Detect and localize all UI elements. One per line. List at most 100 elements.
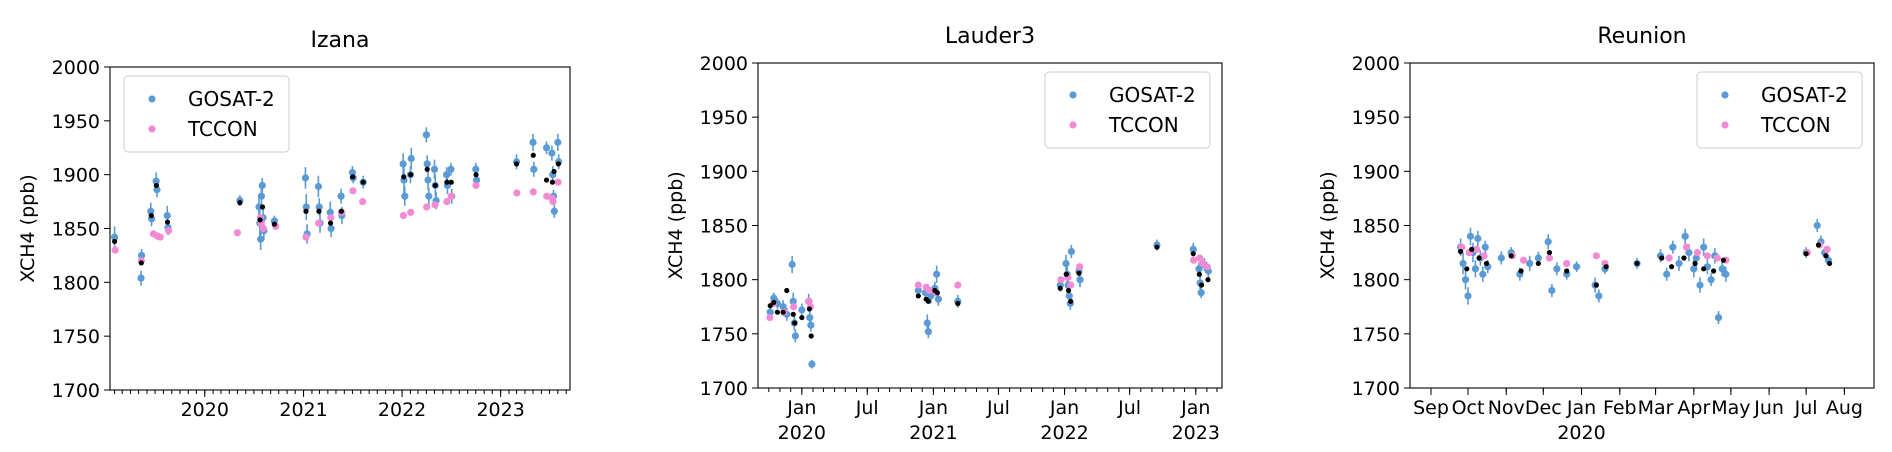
mean-point <box>338 208 344 214</box>
tccon-point <box>1682 243 1691 251</box>
y-tick-label: 2000 <box>1352 53 1400 75</box>
gosat2-point <box>326 208 334 216</box>
y-tick-label: 1850 <box>700 216 748 238</box>
y-tick-label: 1950 <box>52 111 100 133</box>
gosat2-point <box>1718 265 1726 273</box>
tccon-point <box>447 192 455 200</box>
mean-point <box>1190 251 1196 257</box>
mean-point <box>1076 270 1082 276</box>
mean-point <box>111 238 118 245</box>
x-tick-label: Jan <box>1049 397 1079 419</box>
tccon-point <box>1076 263 1084 271</box>
x-tick-label: 2022 <box>378 399 426 421</box>
legend-gosat2-label: GOSAT-2 <box>1761 83 1848 107</box>
tccon-point <box>789 303 798 311</box>
mean-point <box>257 217 263 223</box>
tccon-point <box>443 197 451 206</box>
gosat2-point <box>153 186 161 194</box>
x-tick-label: Feb <box>1603 397 1637 419</box>
mean-point <box>808 333 814 339</box>
gosat2-point <box>152 177 160 185</box>
gosat2-point <box>934 295 943 303</box>
tccon-point <box>1823 245 1831 253</box>
gosat2-point <box>258 181 266 190</box>
legend-gosat2-marker <box>1721 91 1729 99</box>
tccon-point <box>431 201 439 209</box>
x-tick-label: 2023 <box>476 399 524 421</box>
gosat2-point <box>530 165 538 173</box>
y-tick-label: 1800 <box>700 270 748 292</box>
mean-point <box>1603 264 1609 270</box>
mean-point <box>1681 255 1687 261</box>
tccon-point <box>529 188 537 196</box>
mean-point <box>316 208 322 214</box>
tccon-point <box>925 286 933 295</box>
legend-tccon-label: TCCON <box>1760 113 1831 137</box>
tccon-point <box>1519 256 1528 264</box>
mean-point <box>350 174 356 180</box>
x-tick-year-label: 2022 <box>1040 422 1088 444</box>
tccon-point <box>1057 276 1065 284</box>
mean-point <box>784 287 790 294</box>
mean-point <box>1692 260 1698 267</box>
x-tick-label: May <box>1711 397 1750 419</box>
gosat2-point <box>1813 221 1821 230</box>
gosat2-point <box>443 171 451 179</box>
legend-tccon-label: TCCON <box>187 117 258 141</box>
gosat2-point <box>337 192 345 200</box>
mean-point <box>1464 266 1470 272</box>
mean-point <box>424 166 430 172</box>
x-tick-label: Jan <box>1180 397 1210 419</box>
gosat2-point <box>147 207 155 215</box>
gosat2-point <box>430 165 439 173</box>
gosat2-point <box>1479 270 1487 278</box>
mean-point <box>1205 277 1211 283</box>
gosat2-point <box>1534 254 1542 262</box>
gosat2-point <box>423 160 431 168</box>
gosat2-point <box>550 207 558 215</box>
gosat2-point <box>789 297 797 305</box>
y-axis-label: XCH4 (ppb) <box>1317 171 1339 279</box>
gosat2-point <box>1681 232 1689 240</box>
mean-point <box>1710 268 1717 274</box>
legend-gosat2-label: GOSAT-2 <box>188 87 275 111</box>
y-tick-label: 1850 <box>52 219 100 241</box>
mean-point <box>1535 260 1541 267</box>
mean-point <box>767 303 773 309</box>
tccon-point <box>1480 252 1488 260</box>
mean-point <box>792 320 798 326</box>
gosat2-point <box>472 176 481 184</box>
y-tick-label: 1900 <box>1352 161 1400 183</box>
y-axis-label: XCH4 (ppb) <box>17 174 39 282</box>
mean-point <box>1701 266 1707 272</box>
gosat2-point <box>1461 276 1470 284</box>
mean-point <box>1476 255 1482 261</box>
legend-box <box>1696 71 1863 149</box>
mean-point <box>1659 255 1665 261</box>
tccon-point <box>1067 281 1075 289</box>
tccon-point <box>554 178 562 186</box>
gosat2-point <box>137 274 145 282</box>
tccon-point <box>513 189 521 197</box>
tccon-point <box>349 187 357 195</box>
mean-point <box>148 212 154 219</box>
x-tick-year-label: 2020 <box>1557 422 1605 444</box>
x-tick-label: Jan <box>786 397 816 419</box>
gosat2-point <box>914 286 922 295</box>
gosat2-point <box>1675 259 1683 268</box>
gosat2-point <box>791 332 799 340</box>
legend-gosat2-marker <box>1069 91 1077 99</box>
tccon-point <box>1693 248 1702 257</box>
y-axis-label: XCH4 (ppb) <box>665 171 687 279</box>
mean-point <box>1826 260 1833 267</box>
legend-tccon-label: TCCON <box>1108 113 1179 137</box>
y-tick-label: 1950 <box>700 107 748 129</box>
legend-tccon-marker <box>1069 121 1077 129</box>
gosat2-point <box>1692 254 1700 262</box>
mean-point <box>1063 271 1069 277</box>
axes-frame <box>757 62 1223 389</box>
mean-point <box>138 260 144 266</box>
tccon-point <box>1703 252 1712 260</box>
gosat2-point <box>1197 289 1205 297</box>
y-tick-label: 1900 <box>52 165 100 187</box>
